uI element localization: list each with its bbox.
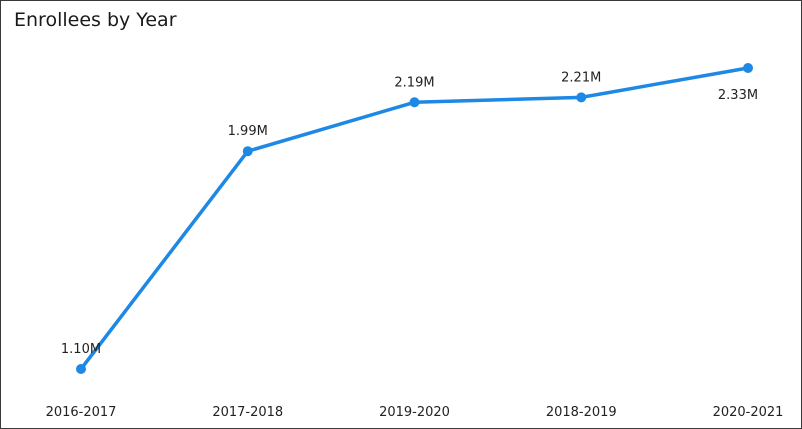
- x-tick-label: 2017-2018: [212, 405, 283, 420]
- data-point[interactable]: [409, 97, 420, 108]
- data-label: 1.10M: [61, 342, 101, 357]
- data-point[interactable]: [76, 364, 86, 374]
- data-label: 1.99M: [228, 124, 268, 139]
- data-point[interactable]: [743, 63, 753, 73]
- chart-title: Enrollees by Year: [14, 9, 177, 31]
- data-label: 2.33M: [718, 88, 758, 103]
- data-label: 2.21M: [561, 70, 601, 85]
- x-tick-label: 2018-2019: [546, 405, 617, 420]
- data-point[interactable]: [576, 92, 587, 103]
- x-tick-label: 2020-2021: [713, 405, 784, 420]
- x-tick-label: 2019-2020: [379, 405, 450, 420]
- x-tick-label: 2016-2017: [46, 405, 117, 420]
- data-point[interactable]: [242, 146, 253, 157]
- data-label: 2.19M: [394, 75, 434, 90]
- series-line: [79, 66, 750, 371]
